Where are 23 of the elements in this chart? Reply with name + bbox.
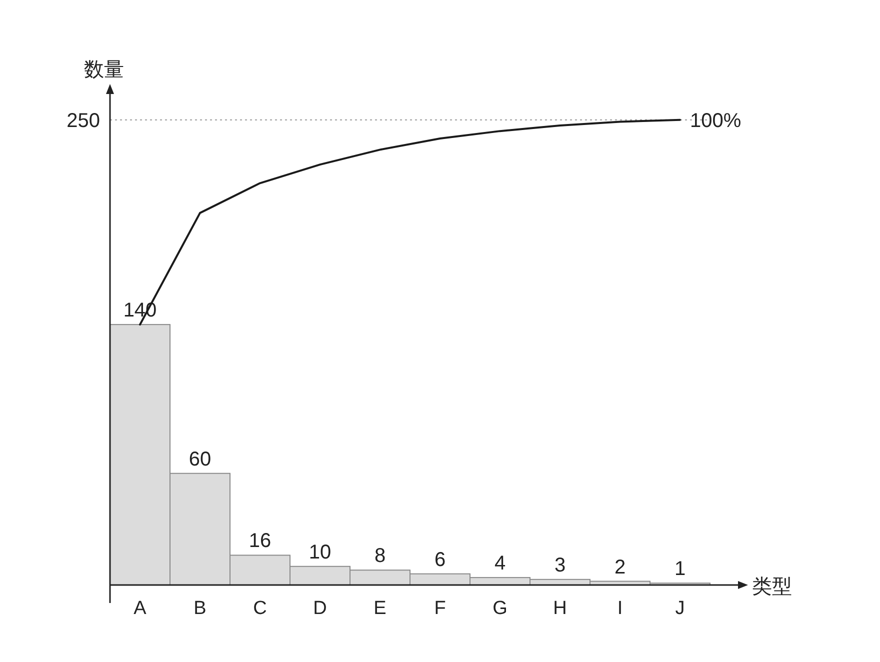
x-tick-label: E xyxy=(374,598,386,619)
x-axis-title: 类型 xyxy=(752,576,792,598)
x-tick-label: G xyxy=(492,598,508,619)
x-tick-label: I xyxy=(617,598,623,619)
x-tick-label: J xyxy=(675,598,685,619)
data-label: 3 xyxy=(554,554,566,576)
annotation: 100% xyxy=(690,110,742,132)
data-label: 10 xyxy=(308,541,332,564)
data-label: 8 xyxy=(374,545,386,568)
x-tick-label: A xyxy=(134,598,147,619)
x-tick-label: B xyxy=(194,598,206,619)
data-label: 16 xyxy=(248,530,272,552)
x-tick-label: H xyxy=(553,598,567,619)
y-axis-title: 数量 xyxy=(84,59,124,81)
data-label: 6 xyxy=(434,548,446,571)
x-tick-label: C xyxy=(253,598,267,619)
y-tick-label: 250 xyxy=(66,110,100,132)
data-label: 1 xyxy=(674,558,686,580)
data-label: 60 xyxy=(188,448,212,470)
x-tick-label: D xyxy=(313,598,327,619)
x-tick-label: F xyxy=(434,598,446,619)
data-label: 2 xyxy=(614,556,626,578)
data-label: 4 xyxy=(494,552,506,575)
